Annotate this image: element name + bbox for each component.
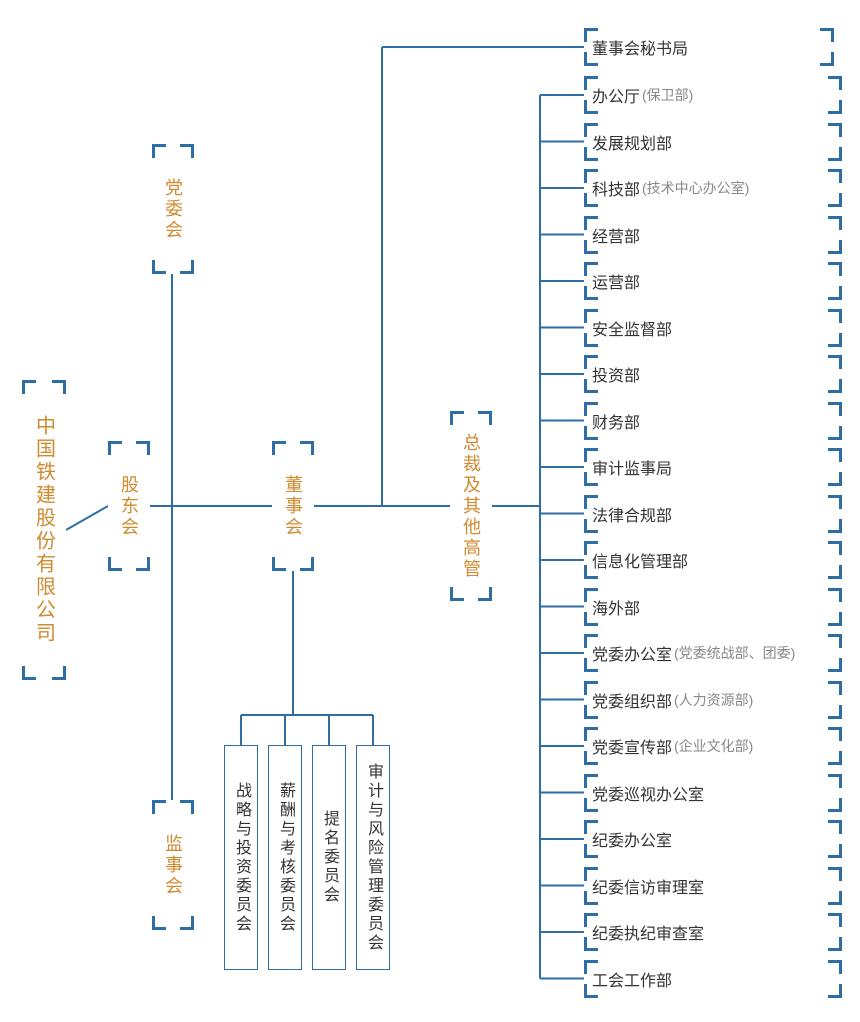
dept-16: 纪委办公室 bbox=[584, 820, 842, 858]
node-zongcai: 总裁及其他高管 bbox=[450, 411, 492, 601]
dept-4: 运营部 bbox=[584, 262, 842, 300]
dongshi-child-3: 审计与风险管理委员会 bbox=[356, 745, 390, 970]
dept-13-sublabel: (人力资源部) bbox=[674, 690, 753, 710]
dept-12-sublabel: (党委统战部、团委) bbox=[674, 643, 795, 663]
dept-8: 审计监事局 bbox=[584, 448, 842, 486]
dept-11: 海外部 bbox=[584, 588, 842, 626]
dongshi-child-0: 战略与投资委员会 bbox=[224, 745, 258, 970]
dongshi-child-2: 提名委员会 bbox=[312, 745, 346, 970]
node-zongcai-label: 总裁及其他高管 bbox=[458, 433, 484, 580]
dept-2: 科技部(技术中心办公室) bbox=[584, 169, 842, 207]
dept-9: 法律合规部 bbox=[584, 495, 842, 533]
dept-17: 纪委信访审理室 bbox=[584, 867, 842, 905]
dept-13-label: 党委组织部 bbox=[592, 688, 672, 712]
dept-6-label: 投资部 bbox=[592, 362, 640, 386]
dept-2-sublabel: (技术中心办公室) bbox=[642, 178, 749, 198]
node-jianshi-label: 监事会 bbox=[160, 834, 186, 897]
dongshi-child-1-label: 薪酬与考核委员会 bbox=[273, 782, 297, 934]
dept-16-label: 纪委办公室 bbox=[592, 827, 672, 851]
dept-5: 安全监督部 bbox=[584, 309, 842, 347]
dept-11-label: 海外部 bbox=[592, 595, 640, 619]
node-dongshi-mishuju-label: 董事会秘书局 bbox=[592, 35, 688, 59]
dept-15: 党委巡视办公室 bbox=[584, 774, 842, 812]
dept-18: 纪委执纪审查室 bbox=[584, 913, 842, 951]
dept-2-label: 科技部 bbox=[592, 176, 640, 200]
dept-1-label: 发展规划部 bbox=[592, 130, 672, 154]
dept-12: 党委办公室(党委统战部、团委) bbox=[584, 634, 842, 672]
dept-19-label: 工会工作部 bbox=[592, 967, 672, 991]
dept-0-label: 办公厅 bbox=[592, 83, 640, 107]
dept-4-label: 运营部 bbox=[592, 269, 640, 293]
node-dangwei: 党委会 bbox=[152, 144, 194, 274]
dongshi-child-0-label: 战略与投资委员会 bbox=[229, 782, 253, 934]
node-dongshi: 董事会 bbox=[272, 441, 314, 571]
node-dongshi-mishuju: 董事会秘书局 bbox=[584, 28, 834, 66]
dept-13: 党委组织部(人力资源部) bbox=[584, 681, 842, 719]
node-gudong: 股东会 bbox=[108, 441, 150, 571]
dept-19: 工会工作部 bbox=[584, 960, 842, 998]
dongshi-child-1: 薪酬与考核委员会 bbox=[268, 745, 302, 970]
node-jianshi: 监事会 bbox=[152, 800, 194, 930]
root-company-label: 中国铁建股份有限公司 bbox=[30, 415, 59, 645]
dept-7-label: 财务部 bbox=[592, 409, 640, 433]
dept-10-label: 信息化管理部 bbox=[592, 548, 688, 572]
dept-12-label: 党委办公室 bbox=[592, 641, 672, 665]
dept-14-label: 党委宣传部 bbox=[592, 734, 672, 758]
dept-1: 发展规划部 bbox=[584, 123, 842, 161]
dept-8-label: 审计监事局 bbox=[592, 455, 672, 479]
dept-0: 办公厅(保卫部) bbox=[584, 76, 842, 114]
dept-9-label: 法律合规部 bbox=[592, 502, 672, 526]
dept-14: 党委宣传部(企业文化部) bbox=[584, 727, 842, 765]
dept-18-label: 纪委执纪审查室 bbox=[592, 920, 704, 944]
dept-10: 信息化管理部 bbox=[584, 541, 842, 579]
node-dongshi-label: 董事会 bbox=[280, 475, 306, 538]
node-gudong-label: 股东会 bbox=[116, 475, 142, 538]
dongshi-child-2-label: 提名委员会 bbox=[317, 810, 341, 905]
dept-15-label: 党委巡视办公室 bbox=[592, 781, 704, 805]
dept-7: 财务部 bbox=[584, 402, 842, 440]
dongshi-child-3-label: 审计与风险管理委员会 bbox=[361, 763, 385, 953]
dept-3-label: 经营部 bbox=[592, 223, 640, 247]
node-dangwei-label: 党委会 bbox=[160, 178, 186, 241]
dept-5-label: 安全监督部 bbox=[592, 316, 672, 340]
dept-0-sublabel: (保卫部) bbox=[642, 85, 693, 105]
root-company: 中国铁建股份有限公司 bbox=[22, 380, 66, 680]
dept-17-label: 纪委信访审理室 bbox=[592, 874, 704, 898]
dept-14-sublabel: (企业文化部) bbox=[674, 736, 753, 756]
dept-6: 投资部 bbox=[584, 355, 842, 393]
dept-3: 经营部 bbox=[584, 216, 842, 254]
